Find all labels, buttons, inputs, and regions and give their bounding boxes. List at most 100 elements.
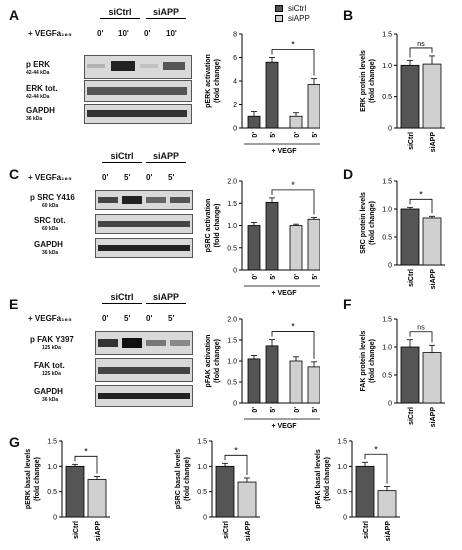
y-axis-label: FAK protein levels [360, 330, 367, 391]
panel-letter-e: E [9, 296, 19, 312]
y-tick-label: 0 [233, 268, 237, 275]
blot-a-group-line-sictrl [100, 18, 140, 19]
blot-c-row1-image [95, 190, 193, 210]
blot-a-row1-image [84, 55, 192, 79]
blot-e-time-1: 0' [102, 314, 109, 323]
y-tick-label: 0 [388, 401, 392, 408]
blot-e-group-line-sictrl [102, 303, 142, 304]
x-tick-label: siAPP [95, 521, 102, 542]
y-tick-label: 1.5 [337, 439, 347, 446]
y-tick-label: 1.0 [382, 63, 392, 70]
panel-letter-b: B [343, 7, 354, 23]
blot-c-time-3: 0' [146, 173, 153, 182]
bar [265, 345, 279, 404]
y-tick-label: 0.5 [382, 373, 392, 380]
y-tick-label: 1.5 [382, 317, 392, 324]
bar [400, 346, 420, 404]
y-tick-label: 0 [53, 515, 57, 522]
blot-c-row1-name: p SRC Y416 [30, 193, 75, 202]
blot-c-treatment-label: + VEGFa₁₆₅ [28, 173, 72, 182]
significance-bracket [271, 331, 315, 359]
significance-label: * [419, 189, 423, 199]
significance-label: ns [417, 41, 425, 48]
bar [289, 360, 303, 404]
y-axis-label: pFAK basal levels [315, 449, 322, 509]
blot-a-row1-name: p ERK [26, 60, 50, 69]
blot-e-row3-image [95, 385, 193, 407]
y-tick-label: 1.5 [197, 439, 207, 446]
x-axis-label: + VEGF [271, 423, 297, 430]
blot-c-row2-kda: 60 kDa [42, 226, 59, 232]
y-tick-label: 6 [233, 55, 237, 62]
y-tick-label: 1.0 [197, 464, 207, 471]
blot-e-row1-kda: 125 kDa [42, 345, 61, 351]
y-tick-label: 2.0 [227, 317, 237, 324]
x-tick-label: 5' [312, 132, 319, 138]
significance-label: * [374, 444, 378, 454]
significance-label: ns [417, 325, 425, 332]
y-tick-label: 0.5 [382, 94, 392, 101]
x-tick-label: siAPP [245, 521, 252, 542]
blot-e-group-sictrl: siCtrl [110, 292, 134, 302]
chart-e: pFAK activation (fold change) 0 0.5 1.0 1.5 2.… [205, 317, 320, 430]
blot-a-row2-image [84, 80, 192, 102]
bar [400, 64, 420, 129]
blot-c-time-1: 0' [102, 173, 109, 182]
y-axis-label: SRC protein levels [360, 192, 367, 254]
blot-c-row1-kda: 60 kDa [42, 203, 59, 209]
blot-e-group-line-siapp [146, 303, 186, 304]
bar [422, 63, 442, 129]
significance-bracket [409, 331, 433, 343]
bar [422, 352, 442, 404]
y-tick-label: 0.5 [197, 489, 207, 496]
y-axis-label: pFAK activation [205, 335, 212, 388]
chart-g1: pERK basal levels (fold change) 0 0.5 1.0 1.5… [25, 439, 110, 542]
significance-label: * [291, 40, 295, 50]
significance-bracket [224, 454, 248, 475]
bar [289, 225, 303, 271]
y-axis-label-unit: (fold change) [214, 204, 221, 248]
chart-a: pERK activation (fold change) 0 2 4 6 8 0' 5' 0' 5… [205, 32, 320, 155]
y-tick-label: 4 [233, 79, 237, 86]
x-tick-label: siCtrl [363, 521, 370, 539]
blot-c-row3-kda: 36 kDa [42, 250, 59, 256]
blot-c-row3-image [95, 238, 193, 258]
y-tick-label: 0 [388, 263, 392, 270]
significance-bracket [74, 455, 98, 474]
y-tick-label: 1.0 [337, 464, 347, 471]
legend-label-siapp: siAPP [288, 14, 310, 23]
blot-e-time-3: 0' [146, 314, 153, 323]
blot-a-time-3: 0' [144, 29, 151, 38]
panel-letter-c: C [9, 166, 20, 182]
x-tick-label: siAPP [430, 269, 437, 290]
chart-g3: pFAK basal levels (fold change) 0 0.5 1.0 1.5… [315, 439, 400, 541]
bar [237, 481, 257, 518]
blot-e-time-2: 5' [124, 314, 131, 323]
x-tick-label: siCtrl [408, 407, 415, 425]
y-tick-label: 0 [233, 126, 237, 133]
y-tick-label: 1.5 [47, 439, 57, 446]
legend-swatch-siapp [275, 15, 283, 22]
x-tick-label: 5' [270, 132, 277, 138]
x-tick-label: 5' [270, 407, 277, 413]
y-tick-label: 1.0 [47, 464, 57, 471]
bar [247, 225, 261, 271]
y-tick-label: 0 [203, 515, 207, 522]
significance-bracket [271, 49, 315, 76]
blot-a-row2-kda: 42-44 kDa [26, 94, 50, 100]
blot-c-group-line-siapp [146, 162, 186, 163]
panel-letter-g: G [9, 434, 20, 450]
y-tick-label: 0.5 [382, 235, 392, 242]
blot-a-treatment-label: + VEGFa₁₆₅ [28, 29, 72, 38]
y-tick-label: 1.0 [227, 223, 237, 230]
x-tick-label: 0' [252, 407, 259, 413]
bar [87, 479, 107, 518]
blot-a-row3-image [84, 104, 192, 124]
y-tick-label: 0 [233, 401, 237, 408]
y-tick-label: 0.5 [337, 489, 347, 496]
y-axis-label: ERK protein levels [360, 50, 367, 112]
x-axis-label: + VEGF [271, 148, 297, 155]
x-tick-label: siAPP [430, 132, 437, 153]
chart-c: pSRC activation (fold change) 0 0.5 1.0 1.5 2.… [205, 179, 320, 297]
y-axis-label-unit: (fold change) [369, 339, 376, 383]
